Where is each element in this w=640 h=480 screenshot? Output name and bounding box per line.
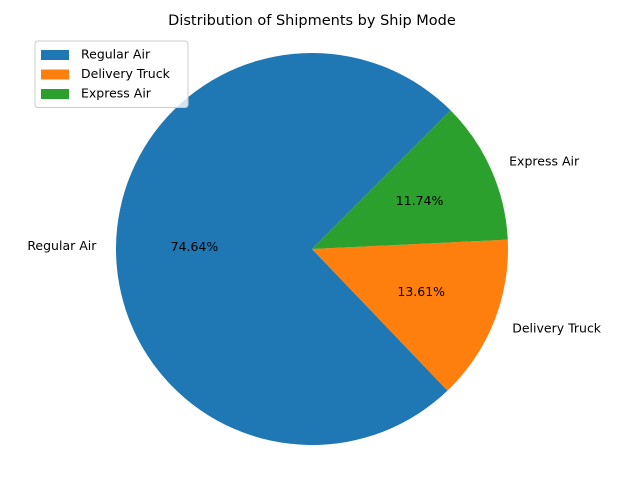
pie-slices xyxy=(116,52,508,445)
pie-slice-regular-air xyxy=(116,52,451,445)
legend-swatch-regular-air xyxy=(41,50,69,60)
legend-frame xyxy=(34,40,189,108)
legend: Regular Air Delivery Truck Express Air xyxy=(34,40,189,108)
percent-label-express-air: 11.74% xyxy=(396,193,444,208)
chart-title: Distribution of Shipments by Ship Mode xyxy=(168,13,456,29)
pie-slice-express-air xyxy=(312,110,508,249)
percent-label-regular-air: 74.64% xyxy=(171,239,219,254)
legend-swatch-express-air xyxy=(41,89,69,99)
legend-label-delivery-truck: Delivery Truck xyxy=(81,66,171,81)
legend-swatch-delivery-truck xyxy=(41,69,69,80)
percent-label-delivery-truck: 13.61% xyxy=(397,284,445,299)
slice-label-regular-air: Regular Air xyxy=(27,238,97,253)
legend-label-regular-air: Regular Air xyxy=(81,47,151,62)
slice-label-express-air: Express Air xyxy=(509,153,580,168)
pie-slice-delivery-truck xyxy=(312,239,508,391)
pie-labels: Regular Air 74.64% Delivery Truck 13.61% Exp… xyxy=(27,153,601,335)
legend-label-express-air: Express Air xyxy=(81,86,152,101)
slice-label-delivery-truck: Delivery Truck xyxy=(512,320,602,335)
